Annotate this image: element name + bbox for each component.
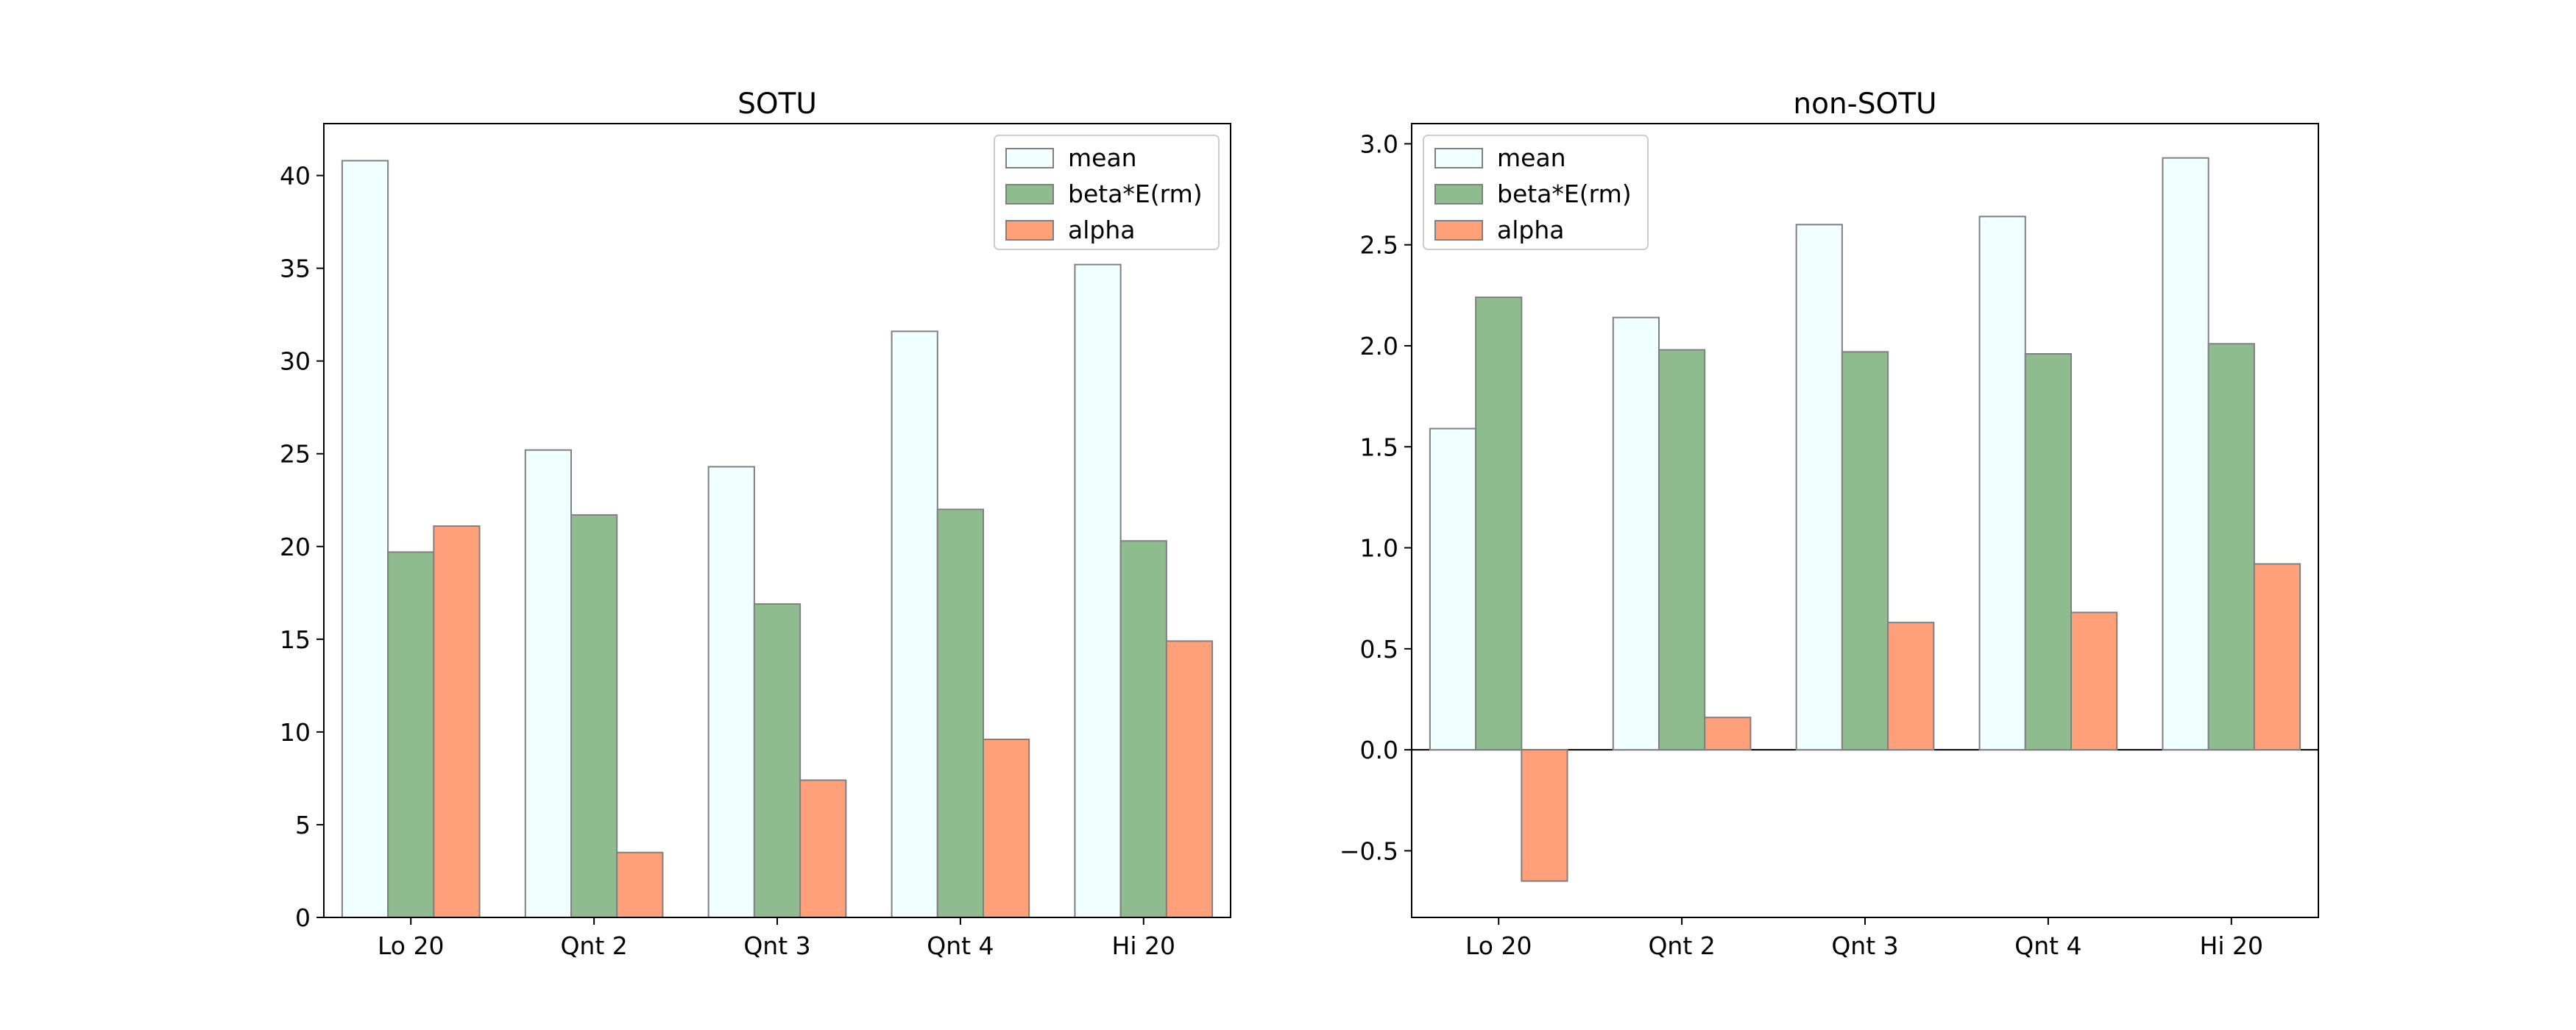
bar-mean-hi20 — [1074, 263, 1122, 918]
y-tick-label: 5 — [295, 811, 311, 839]
bar-betaerm-hi20 — [2207, 343, 2255, 751]
x-tick-label: Qnt 4 — [2014, 931, 2081, 960]
bar-alpha-qnt3 — [1887, 622, 1935, 751]
bar-mean-lo20 — [341, 160, 389, 919]
bar-betaerm-qnt2 — [1658, 349, 1706, 751]
y-tick-label: 15 — [280, 625, 311, 654]
bar-alpha-hi20 — [1165, 640, 1214, 918]
chart-title: SOTU — [737, 88, 817, 121]
y-tick-label: 20 — [280, 533, 311, 561]
x-tick-label: Qnt 2 — [560, 931, 627, 960]
legend-label: mean — [1068, 143, 1137, 172]
legend-label: mean — [1497, 143, 1566, 172]
legend-label: alpha — [1497, 216, 1564, 244]
bar-betaerm-lo20 — [387, 551, 435, 918]
legend-label: beta*E(rm) — [1497, 180, 1632, 208]
x-tick-label: Lo 20 — [1465, 931, 1532, 960]
bar-betaerm-qnt3 — [1841, 351, 1889, 751]
chart-non-sotu: non-SOTU −0.5 0.0 0.5 1.0 1.5 2.0 2.5 3.0 Lo 20 Qn… — [1340, 88, 2319, 960]
legend-label: alpha — [1068, 216, 1135, 244]
y-tick-label: 2.5 — [1360, 231, 1398, 260]
legend: mean beta*E(rm) alpha — [1423, 135, 1649, 250]
bar-alpha-lo20 — [1521, 749, 1568, 882]
y-tick-label: 0 — [295, 903, 311, 932]
y-tick-label: 1.0 — [1360, 534, 1398, 563]
y-tick-label: 25 — [280, 440, 311, 469]
bar-mean-qnt3 — [707, 466, 755, 918]
x-tick-label: Hi 20 — [2200, 931, 2263, 960]
bar-mean-qnt2 — [524, 449, 572, 918]
bar-alpha-qnt2 — [616, 851, 664, 919]
y-tick-label: 2.0 — [1360, 332, 1398, 360]
x-tick-label: Lo 20 — [378, 931, 444, 960]
bar-alpha-lo20 — [433, 525, 481, 918]
legend-swatch — [1434, 148, 1483, 168]
x-tick-label: Hi 20 — [1112, 931, 1175, 960]
bar-betaerm-lo20 — [1475, 296, 1523, 751]
y-tick-label: 1.5 — [1360, 433, 1398, 461]
legend-swatch — [1005, 184, 1054, 205]
bar-betaerm-qnt4 — [2024, 352, 2073, 751]
legend-label: beta*E(rm) — [1068, 180, 1203, 208]
legend-swatch — [1005, 148, 1054, 168]
legend: mean beta*E(rm) alpha — [994, 135, 1220, 250]
y-tick-label: 30 — [280, 347, 311, 376]
x-tick-label: Qnt 3 — [743, 931, 810, 960]
y-tick-label: 0.5 — [1360, 635, 1398, 664]
y-tick-label: 3.0 — [1360, 129, 1398, 158]
bar-betaerm-qnt3 — [753, 603, 802, 919]
y-tick-label: 0.0 — [1360, 736, 1398, 764]
y-tick-label: −0.5 — [1340, 837, 1398, 865]
chart-sotu: SOTU 0 5 10 15 20 25 30 35 40 Lo 20 Qnt 2 Qnt 3 Qnt 4… — [280, 88, 1231, 960]
bar-mean-qnt4 — [891, 330, 938, 918]
bar-mean-qnt4 — [1978, 216, 2026, 751]
y-tick-label: 35 — [280, 255, 311, 283]
x-tick-label: Qnt 2 — [1648, 931, 1715, 960]
legend-swatch — [1005, 220, 1054, 241]
bar-mean-hi20 — [2162, 157, 2209, 751]
y-tick-label: 10 — [280, 718, 311, 747]
bar-alpha-qnt2 — [1704, 717, 1752, 751]
bar-betaerm-hi20 — [1119, 540, 1167, 918]
x-tick-label: Qnt 3 — [1831, 931, 1898, 960]
bar-mean-qnt2 — [1612, 316, 1660, 751]
legend-swatch — [1434, 220, 1483, 241]
bar-mean-qnt3 — [1795, 224, 1843, 751]
bar-alpha-qnt4 — [983, 738, 1030, 919]
legend-swatch — [1434, 184, 1483, 205]
bar-alpha-hi20 — [2253, 563, 2301, 751]
bar-alpha-qnt3 — [799, 779, 847, 919]
bar-alpha-qnt4 — [2070, 611, 2118, 751]
bar-mean-lo20 — [1429, 427, 1477, 751]
x-tick-label: Qnt 4 — [927, 931, 994, 960]
bar-betaerm-qnt4 — [936, 508, 985, 918]
bar-betaerm-qnt2 — [570, 514, 618, 918]
chart-title: non-SOTU — [1793, 88, 1936, 121]
y-tick-label: 40 — [280, 162, 311, 191]
